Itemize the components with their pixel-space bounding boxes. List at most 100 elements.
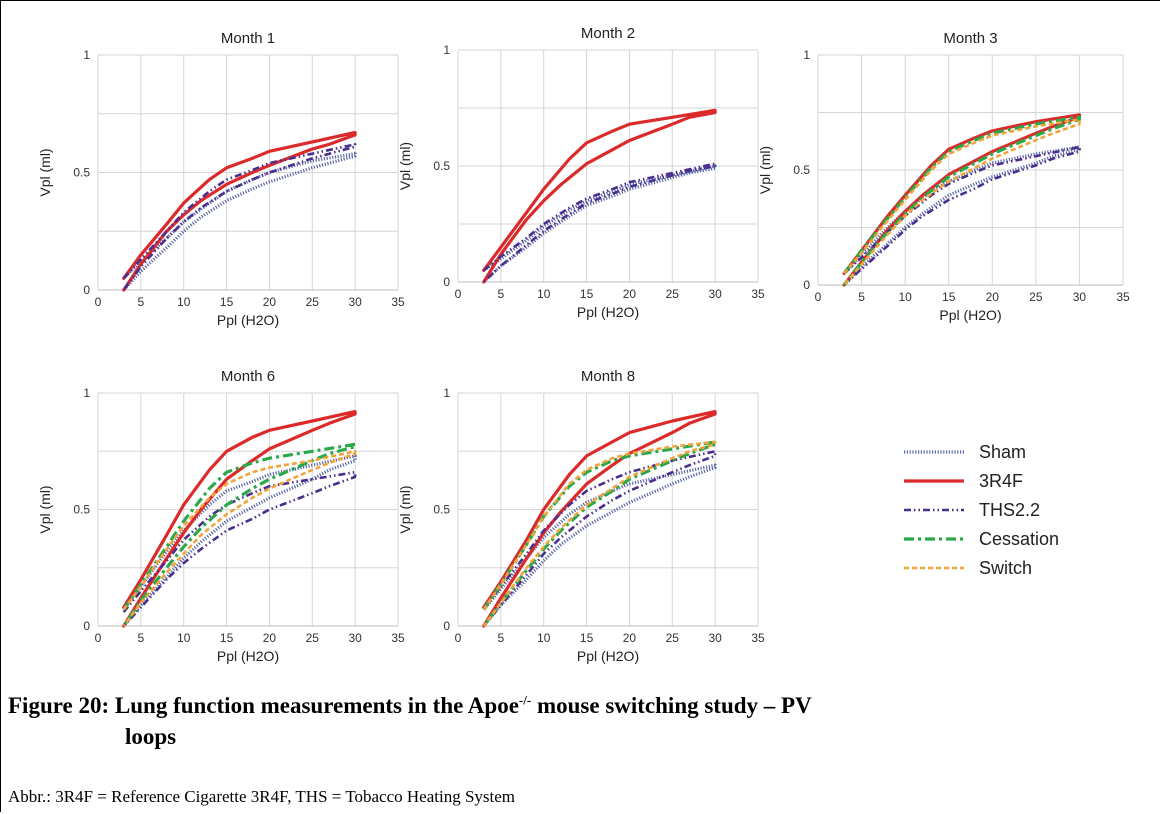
y-tick-label: 1 xyxy=(443,386,450,400)
x-axis-label: Ppl (H2O) xyxy=(217,312,279,328)
x-tick-label: 20 xyxy=(623,631,637,645)
x-tick-label: 15 xyxy=(580,287,594,301)
x-tick-label: 10 xyxy=(898,290,912,304)
series-sham xyxy=(482,164,717,284)
x-tick-label: 5 xyxy=(138,631,145,645)
y-tick-label: 0 xyxy=(83,283,90,297)
x-tick-label: 0 xyxy=(95,631,102,645)
x-tick-label: 30 xyxy=(348,631,362,645)
x-axis-label: Ppl (H2O) xyxy=(217,648,279,664)
x-axis-label: Ppl (H2O) xyxy=(577,648,639,664)
y-tick-label: 0.5 xyxy=(433,503,450,517)
x-tick-label: 35 xyxy=(1116,290,1130,304)
series-sham xyxy=(122,454,357,628)
x-tick-label: 35 xyxy=(391,295,405,309)
series-switch xyxy=(843,118,1081,286)
y-axis-label: Vpl (ml) xyxy=(37,148,53,196)
chart-title: Month 3 xyxy=(943,30,997,47)
x-tick-label: 30 xyxy=(708,631,722,645)
x-tick-label: 30 xyxy=(1073,290,1087,304)
series-3r4f xyxy=(482,410,717,628)
x-tick-label: 30 xyxy=(708,287,722,301)
series-ths2-2 xyxy=(122,143,357,291)
figure-caption: Figure 20: Lung function measurements in… xyxy=(8,690,812,752)
x-tick-label: 0 xyxy=(95,295,102,309)
caption-line1-suffix: mouse switching study – PV xyxy=(531,693,812,718)
x-tick-label: 15 xyxy=(220,631,234,645)
x-tick-label: 25 xyxy=(1029,290,1043,304)
series-cessation xyxy=(122,442,357,627)
series-switch xyxy=(482,440,717,627)
x-tick-label: 30 xyxy=(348,295,362,309)
y-tick-label: 0.5 xyxy=(73,503,90,517)
x-tick-label: 35 xyxy=(391,631,405,645)
x-tick-label: 0 xyxy=(455,631,462,645)
y-axis-label: Vpl (ml) xyxy=(397,485,413,533)
chart-month-6: 0 5 10 15 20 25 30 35 0 0.5 1 Month 6 Ppl (H2O) Vpl (… xyxy=(37,368,405,664)
y-tick-label: 0.5 xyxy=(793,163,810,177)
series-ths2-2 xyxy=(482,162,717,283)
abbreviations-note: Abbr.: 3R4F = Reference Cigarette 3R4F, … xyxy=(8,787,516,806)
x-tick-label: 25 xyxy=(666,287,680,301)
x-tick-label: 20 xyxy=(263,295,277,309)
legend-label-cessation: Cessation xyxy=(979,529,1059,549)
x-tick-label: 20 xyxy=(986,290,1000,304)
y-tick-label: 1 xyxy=(443,43,450,57)
legend: Sham 3R4F THS2.2 Cessation Switch xyxy=(904,442,1059,578)
chart-title: Month 2 xyxy=(581,25,635,42)
x-tick-label: 25 xyxy=(666,631,680,645)
series-switch xyxy=(122,450,357,627)
series-3r4f xyxy=(122,410,357,628)
chart-title: Month 8 xyxy=(581,368,635,385)
y-tick-label: 1 xyxy=(803,48,810,62)
series-3r4f xyxy=(122,130,357,292)
chart-title: Month 6 xyxy=(221,368,275,385)
y-axis-label: Vpl (ml) xyxy=(397,142,413,190)
x-axis-label: Ppl (H2O) xyxy=(577,304,639,320)
y-tick-label: 0 xyxy=(803,278,810,292)
chart-month-8: 0 5 10 15 20 25 30 35 0 0.5 1 Month 8 Ppl (H2O) Vpl (… xyxy=(397,368,765,664)
y-tick-label: 1 xyxy=(83,386,90,400)
caption-superscript: -/- xyxy=(518,692,532,708)
x-tick-label: 10 xyxy=(177,295,191,309)
y-tick-label: 0 xyxy=(443,275,450,289)
x-axis-label: Ppl (H2O) xyxy=(939,307,1001,323)
x-tick-label: 10 xyxy=(537,631,551,645)
series-3r4f xyxy=(842,113,1081,287)
y-tick-label: 0.5 xyxy=(433,159,450,173)
chart-month-1: 0 5 10 15 20 25 30 35 0 0.5 1 Month 1 Ppl (H2O) Vpl (… xyxy=(37,30,405,328)
y-tick-label: 0 xyxy=(443,619,450,633)
x-tick-label: 20 xyxy=(623,287,637,301)
chart-month-2: 0 5 10 15 20 25 30 35 0 0.5 1 Month 2 Ppl (H2O) Vpl (… xyxy=(397,25,765,320)
series-cessation xyxy=(482,440,717,627)
y-tick-label: 1 xyxy=(83,48,90,62)
legend-label-sham: Sham xyxy=(979,442,1026,462)
y-axis-label: Vpl (ml) xyxy=(757,146,773,194)
x-tick-label: 5 xyxy=(498,631,505,645)
series-ths2-2 xyxy=(122,470,357,627)
x-tick-label: 35 xyxy=(751,631,765,645)
x-tick-label: 5 xyxy=(498,287,505,301)
caption-line2: loops xyxy=(125,724,177,749)
legend-label-ths2-2: THS2.2 xyxy=(979,500,1040,520)
x-tick-label: 15 xyxy=(220,295,234,309)
x-tick-label: 25 xyxy=(306,631,320,645)
x-tick-label: 10 xyxy=(177,631,191,645)
x-tick-label: 0 xyxy=(815,290,822,304)
chart-title: Month 1 xyxy=(221,30,275,47)
x-tick-label: 10 xyxy=(537,287,551,301)
series-ths2-2 xyxy=(482,450,717,627)
legend-label-switch: Switch xyxy=(979,558,1032,578)
x-tick-label: 25 xyxy=(306,295,320,309)
y-tick-label: 0 xyxy=(83,619,90,633)
series-3r4f xyxy=(482,108,717,284)
y-axis-label: Vpl (ml) xyxy=(37,485,53,533)
caption-prefix: Figure 20: Lung function measurements in… xyxy=(8,693,519,718)
x-tick-label: 5 xyxy=(858,290,865,304)
y-tick-label: 0.5 xyxy=(73,166,90,180)
series-cessation xyxy=(842,115,1081,286)
legend-label-3r4f: 3R4F xyxy=(979,471,1023,491)
x-tick-label: 35 xyxy=(751,287,765,301)
